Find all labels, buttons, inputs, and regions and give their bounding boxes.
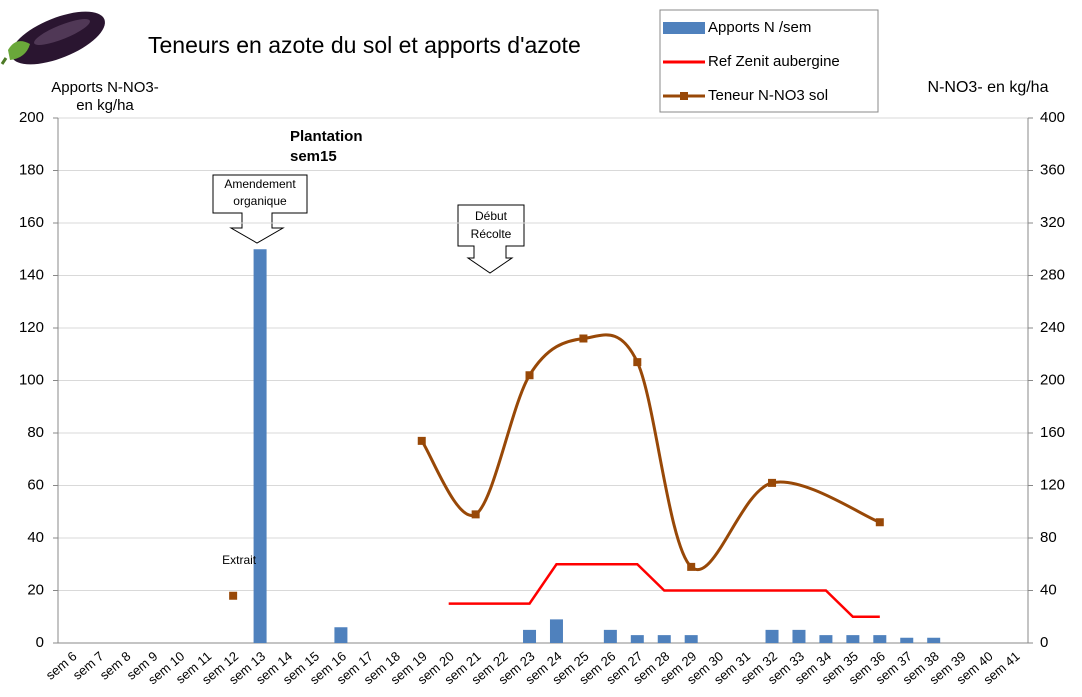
marker — [579, 334, 588, 343]
chart-title: Teneurs en azote du sol et apports d'azo… — [148, 32, 581, 58]
bar — [684, 635, 698, 643]
legend-label: Teneur N-NO3 sol — [708, 87, 828, 104]
y2-tick-label: 0 — [1040, 634, 1048, 651]
marker — [471, 510, 480, 519]
bar — [253, 249, 267, 643]
annotation: Amendement — [224, 177, 296, 191]
y-tick-label: 100 — [19, 371, 44, 388]
legend-label: Apports N /sem — [708, 19, 811, 36]
bar — [657, 635, 671, 643]
y-axis-label: en kg/ha — [76, 97, 134, 114]
y-tick-label: 160 — [19, 214, 44, 231]
y-tick-label: 20 — [27, 581, 44, 598]
annotation: Plantation — [290, 128, 363, 145]
legend-swatch — [663, 22, 705, 34]
y2-tick-label: 200 — [1040, 371, 1065, 388]
y2-tick-label: 360 — [1040, 161, 1065, 178]
y2-tick-label: 40 — [1040, 581, 1057, 598]
eggplant-icon — [0, 11, 105, 65]
bar — [873, 635, 887, 643]
bar — [900, 637, 914, 643]
bar — [603, 629, 617, 643]
y-tick-label: 140 — [19, 266, 44, 283]
annotation: Extrait — [222, 553, 257, 567]
line — [448, 563, 880, 618]
annotation: Récolte — [471, 227, 512, 241]
line — [420, 333, 881, 572]
y2-tick-label: 120 — [1040, 476, 1065, 493]
y-tick-label: 40 — [27, 529, 44, 546]
y-tick-label: 120 — [19, 319, 44, 336]
marker — [633, 358, 642, 367]
callout — [457, 204, 525, 274]
marker — [229, 591, 238, 600]
y-tick-label: 60 — [27, 476, 44, 493]
annotation: sem15 — [290, 148, 337, 165]
callout — [212, 174, 308, 244]
y2-tick-label: 240 — [1040, 319, 1065, 336]
marker — [417, 436, 426, 445]
bar — [765, 629, 779, 643]
bar — [334, 627, 348, 643]
bar — [549, 619, 563, 643]
bar — [927, 637, 941, 643]
legend-label: Ref Zenit aubergine — [708, 53, 840, 70]
annotation: organique — [233, 194, 287, 208]
y-tick-label: 200 — [19, 109, 44, 126]
y2-tick-label: 320 — [1040, 214, 1065, 231]
annotation: Début — [475, 209, 508, 223]
bar — [630, 635, 644, 643]
y-axis-label: Apports N-NO3- — [51, 79, 159, 96]
y2-tick-label: 160 — [1040, 424, 1065, 441]
marker — [525, 371, 534, 380]
y2-tick-label: 80 — [1040, 529, 1057, 546]
bar — [792, 629, 806, 643]
y2-tick-label: 280 — [1040, 266, 1065, 283]
y-tick-label: 0 — [36, 634, 44, 651]
marker — [875, 518, 884, 527]
y2-axis-label: N-NO3- en kg/ha — [928, 79, 1049, 96]
marker — [687, 562, 696, 571]
y-tick-label: 180 — [19, 161, 44, 178]
y-tick-label: 80 — [27, 424, 44, 441]
y2-tick-label: 400 — [1040, 109, 1065, 126]
legend-swatch — [680, 92, 688, 100]
bar — [523, 629, 537, 643]
bar — [819, 635, 833, 643]
marker — [768, 478, 777, 487]
bar — [846, 635, 860, 643]
